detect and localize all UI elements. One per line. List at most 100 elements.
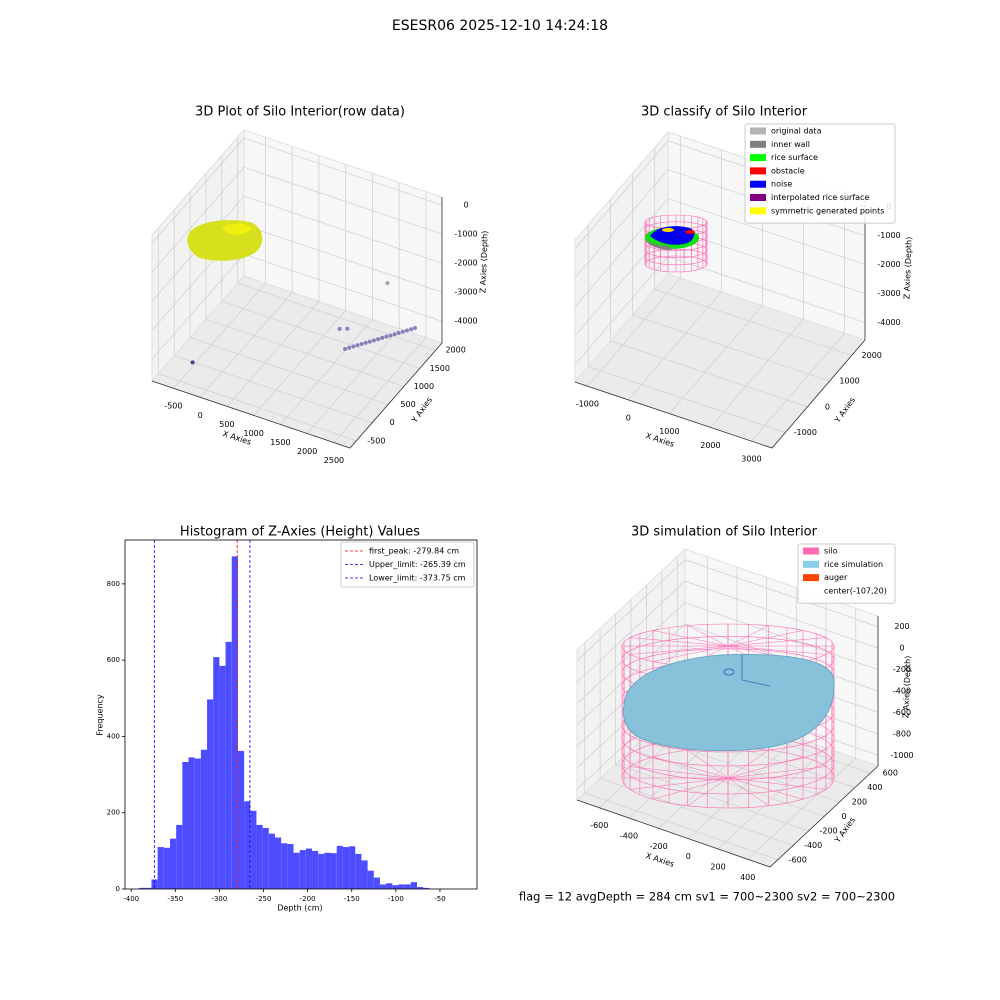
y-tick-label: 500 bbox=[400, 400, 415, 409]
legend-swatch bbox=[803, 547, 819, 555]
silo-wire bbox=[687, 777, 729, 806]
z-tick-label: 0 bbox=[899, 644, 904, 653]
bar bbox=[342, 847, 350, 889]
bar bbox=[250, 810, 257, 889]
bar bbox=[231, 556, 238, 889]
z-tick-label: -800 bbox=[893, 729, 911, 738]
silo-wire bbox=[727, 645, 826, 655]
legend-label: first_peak: -279.84 cm bbox=[369, 547, 459, 556]
x-tick-label: -350 bbox=[167, 895, 183, 903]
axis-line bbox=[574, 198, 866, 449]
bar bbox=[219, 665, 226, 889]
grid-line bbox=[151, 137, 443, 244]
legend-swatch bbox=[803, 587, 819, 595]
z-tick-label: -400 bbox=[893, 687, 911, 696]
silo-wire bbox=[630, 766, 729, 779]
subplot-title: Histogram of Z-Axies (Height) Values bbox=[180, 525, 420, 540]
bar bbox=[145, 887, 152, 889]
grid-line bbox=[173, 209, 373, 424]
legend-box bbox=[797, 543, 896, 604]
data-point bbox=[384, 334, 389, 339]
grid-line bbox=[306, 182, 400, 434]
grid-line bbox=[199, 146, 293, 398]
x-tick-label: 1000 bbox=[659, 427, 679, 436]
y-tick-label: 400 bbox=[107, 732, 120, 740]
bar bbox=[194, 758, 201, 889]
grid-line bbox=[151, 195, 443, 302]
grid-line bbox=[710, 177, 804, 428]
silo-wire bbox=[644, 255, 708, 273]
legend-label: noise bbox=[771, 180, 792, 189]
x-tick-label: -400 bbox=[123, 895, 139, 903]
bar bbox=[163, 847, 170, 889]
z-tick-label: 200 bbox=[894, 622, 909, 631]
grid-line bbox=[576, 602, 879, 704]
y-tick-label: 400 bbox=[867, 783, 882, 792]
x-tick-label: 1500 bbox=[270, 438, 290, 447]
bar bbox=[274, 837, 282, 889]
silo-wire bbox=[652, 645, 729, 662]
y-tick-label: -1000 bbox=[794, 428, 817, 437]
silo-wire bbox=[727, 630, 804, 647]
bar bbox=[287, 843, 294, 889]
y-tick-label: 1000 bbox=[839, 377, 859, 386]
y-tick-label: 200 bbox=[107, 809, 120, 817]
data-point bbox=[413, 326, 418, 331]
y-tick-label: -200 bbox=[819, 826, 837, 835]
data-point bbox=[367, 339, 372, 344]
legend-swatch bbox=[750, 127, 766, 135]
silo-wire bbox=[652, 756, 729, 779]
bar bbox=[157, 847, 164, 889]
legend-label: interpolated rice surface bbox=[771, 193, 869, 202]
y-tick-label: -600 bbox=[789, 855, 807, 864]
center-axis bbox=[741, 679, 771, 687]
auger bbox=[723, 668, 735, 676]
x-tick-label: -50 bbox=[434, 895, 445, 903]
bar bbox=[355, 853, 362, 889]
bar bbox=[318, 853, 325, 889]
legend-label: inner wall bbox=[771, 140, 810, 149]
legend-swatch bbox=[803, 574, 819, 582]
bar bbox=[336, 845, 343, 889]
data-point bbox=[396, 330, 401, 335]
grid-line bbox=[205, 173, 405, 387]
silo-wire bbox=[652, 777, 729, 800]
z-axis-label: Z Axies (Depth) bbox=[902, 237, 913, 300]
legend-label: rice simulation bbox=[824, 560, 883, 569]
bar bbox=[410, 882, 418, 889]
grid-line bbox=[574, 198, 866, 307]
bar bbox=[404, 884, 411, 889]
grid-line bbox=[173, 137, 266, 389]
inner-wall bbox=[646, 240, 672, 250]
legend-swatch bbox=[750, 180, 766, 188]
legend-label: symmetric generated points bbox=[771, 206, 884, 215]
bar bbox=[256, 824, 263, 889]
z-tick-label: -1000 bbox=[877, 231, 900, 240]
decorations bbox=[187, 220, 263, 261]
z-tick-label: -4000 bbox=[877, 318, 900, 327]
subplot-title: 3D Plot of Silo Interior(row data) bbox=[195, 105, 405, 120]
x-tick-label: -200 bbox=[300, 895, 316, 903]
noise-region bbox=[650, 226, 695, 245]
grid-line bbox=[576, 580, 879, 683]
grid-line bbox=[587, 136, 681, 387]
silo-wire bbox=[652, 630, 729, 647]
grid-line bbox=[751, 191, 845, 442]
x-tick-label: 0 bbox=[686, 852, 691, 861]
bar bbox=[207, 699, 214, 889]
legend-swatch bbox=[750, 194, 766, 201]
x-tick-label: 2000 bbox=[297, 447, 317, 456]
x-tick-label: 2500 bbox=[324, 456, 344, 465]
bar bbox=[176, 824, 183, 889]
grid-line bbox=[587, 224, 786, 433]
grid-line bbox=[747, 608, 857, 860]
legend-swatch bbox=[750, 154, 766, 162]
x-tick-label: -500 bbox=[164, 402, 182, 411]
x-tick-label: -250 bbox=[256, 895, 272, 903]
y-tick-label: 600 bbox=[107, 656, 120, 664]
grid-line bbox=[253, 164, 347, 416]
x-tick-label: 200 bbox=[710, 862, 725, 871]
y-tick-label: 600 bbox=[883, 769, 898, 778]
bar bbox=[200, 749, 208, 889]
